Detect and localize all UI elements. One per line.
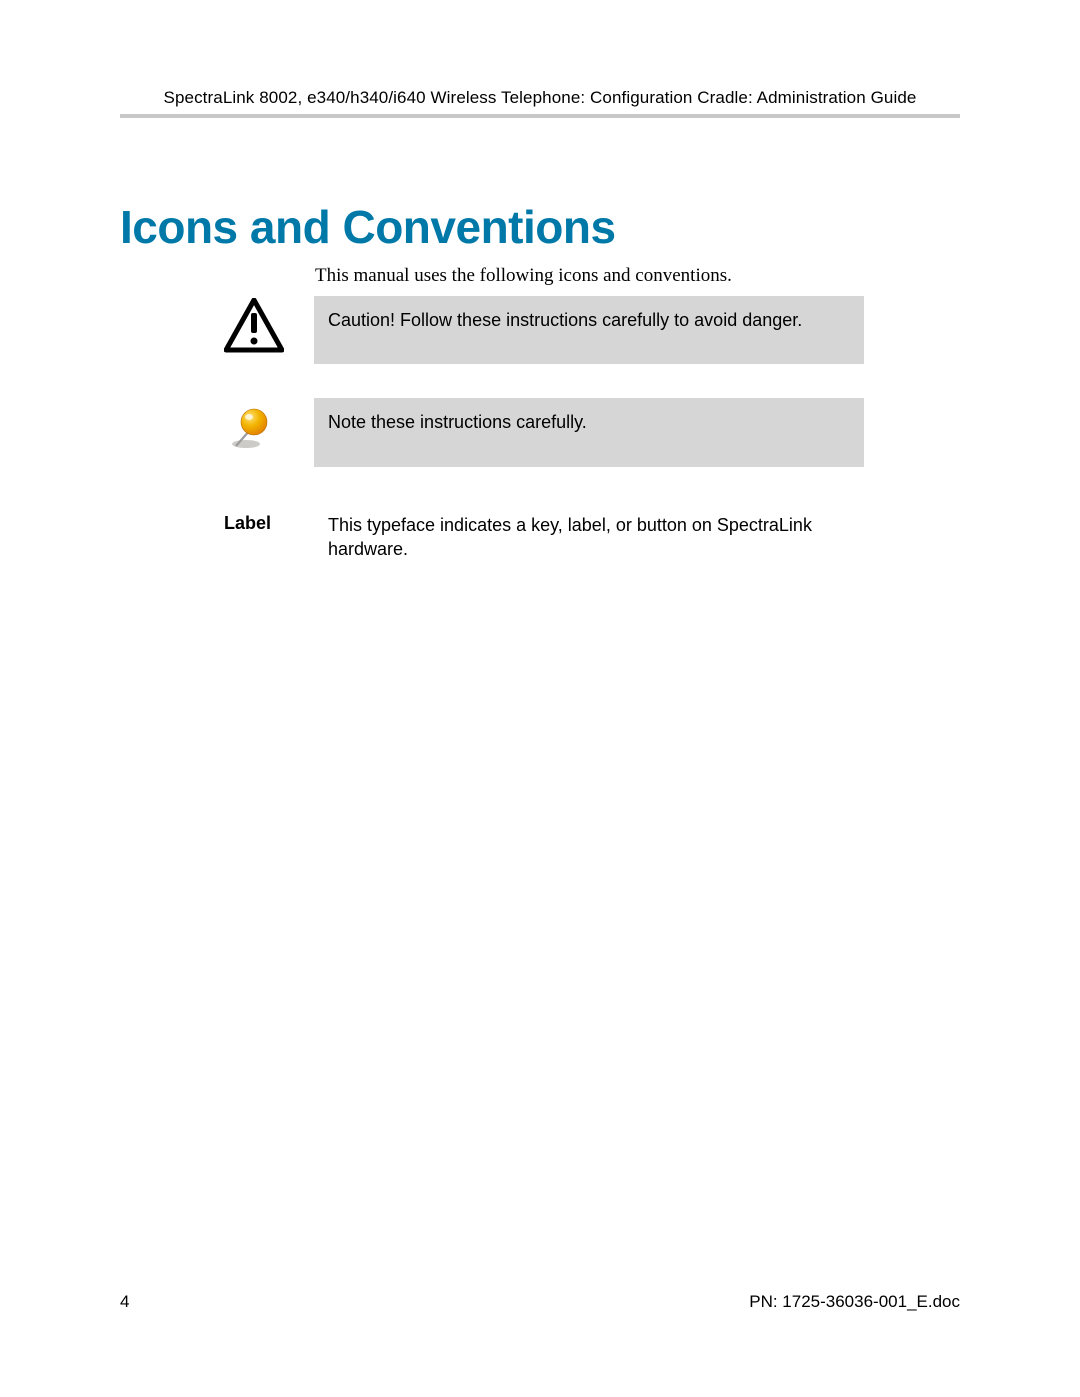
header-rule [120,114,960,118]
conventions-table: Caution! Follow these instructions caref… [224,296,864,573]
intro-text: This manual uses the following icons and… [315,265,732,287]
section-heading: Icons and Conventions [120,200,616,254]
convention-row-label: Label This typeface indicates a key, lab… [224,501,864,574]
label-term-cell: Label [224,501,314,534]
convention-row-caution: Caution! Follow these instructions caref… [224,296,864,364]
label-term: Label [224,513,271,534]
document-id: PN: 1725-36036-001_E.doc [749,1292,960,1312]
page-number: 4 [120,1292,129,1312]
note-text: Note these instructions carefully. [314,398,864,466]
running-header: SpectraLink 8002, e340/h340/i640 Wireles… [120,88,960,108]
convention-row-note: Note these instructions carefully. [224,398,864,466]
document-page: SpectraLink 8002, e340/h340/i640 Wireles… [0,0,1080,1397]
caution-icon [224,296,314,353]
label-description: This typeface indicates a key, label, or… [314,501,864,574]
caution-text: Caution! Follow these instructions caref… [314,296,864,364]
note-pin-icon [224,398,314,452]
